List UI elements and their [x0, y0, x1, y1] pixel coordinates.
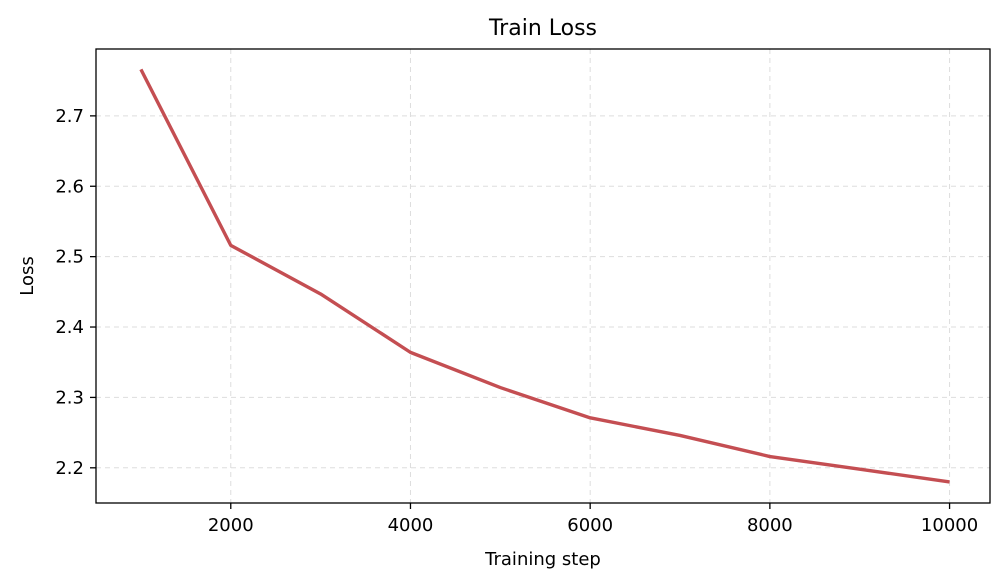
series-layer: [139, 68, 950, 484]
series-line-0: [139, 68, 950, 484]
y-axis-label: Loss: [17, 256, 38, 295]
x-axis-ticks: 2000 4000 6000 8000 10000: [208, 503, 978, 536]
y-tick-label: 2.6: [55, 176, 84, 197]
x-tick-label: 2000: [208, 515, 254, 536]
grid: [96, 49, 990, 503]
y-tick-label: 2.7: [55, 106, 84, 127]
y-tick-label: 2.2: [55, 458, 84, 479]
y-tick-label: 2.4: [55, 317, 84, 338]
y-tick-label: 2.3: [55, 387, 84, 408]
chart-title: Train Loss: [488, 16, 597, 41]
x-tick-label: 10000: [921, 515, 978, 536]
x-tick-label: 4000: [388, 515, 434, 536]
x-tick-label: 6000: [567, 515, 613, 536]
x-tick-label: 8000: [747, 515, 793, 536]
y-tick-label: 2.5: [55, 247, 84, 268]
plot-area-frame: [95, 48, 991, 504]
y-axis-ticks: 2.2 2.3 2.4 2.5 2.6 2.7: [55, 106, 96, 479]
x-axis-label: Training step: [484, 549, 601, 570]
